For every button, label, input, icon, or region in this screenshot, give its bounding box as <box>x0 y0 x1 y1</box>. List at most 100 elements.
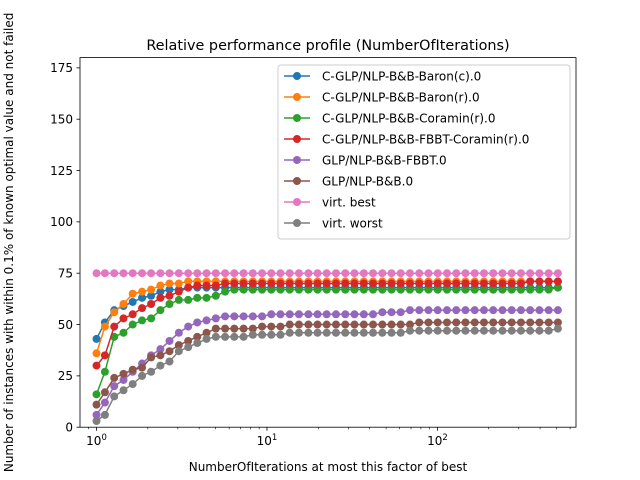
data-point <box>378 308 387 317</box>
data-point <box>498 269 507 278</box>
data-point <box>304 328 313 337</box>
data-point <box>331 285 340 294</box>
data-point <box>285 328 294 337</box>
x-tick-label: 102 <box>427 433 448 448</box>
data-point <box>526 326 535 335</box>
data-point <box>100 367 109 376</box>
data-point <box>331 328 340 337</box>
data-point <box>100 398 109 407</box>
data-point <box>535 277 544 286</box>
data-point <box>138 269 147 278</box>
data-point <box>452 279 461 288</box>
legend-marker <box>293 219 301 227</box>
data-point <box>387 320 396 329</box>
data-point <box>470 326 479 335</box>
data-point <box>128 320 137 329</box>
data-point <box>239 332 248 341</box>
data-point <box>461 318 470 327</box>
data-point <box>470 279 479 288</box>
data-point <box>156 287 165 296</box>
data-point <box>174 279 183 288</box>
data-point <box>100 351 109 360</box>
data-point <box>350 310 359 319</box>
data-point <box>405 326 414 335</box>
data-point <box>359 320 368 329</box>
x-tick-exponent: 1 <box>272 433 277 443</box>
data-point <box>479 318 488 327</box>
data-point <box>174 341 183 350</box>
data-point <box>230 279 239 288</box>
data-point <box>322 279 331 288</box>
y-axis-label: Number of instances with within 0.1% of … <box>2 13 16 473</box>
x-tick-exponent: 2 <box>442 433 447 443</box>
data-point <box>92 269 101 278</box>
data-point <box>258 279 267 288</box>
data-point <box>285 285 294 294</box>
data-point <box>331 310 340 319</box>
data-point <box>100 388 109 397</box>
data-point <box>526 277 535 286</box>
data-point <box>507 285 516 294</box>
data-point <box>507 326 516 335</box>
data-point <box>147 291 156 300</box>
data-point <box>359 328 368 337</box>
data-point <box>498 306 507 315</box>
data-point <box>156 351 165 360</box>
y-tick-label: 25 <box>58 369 73 383</box>
x-tick-base: 10 <box>427 434 442 448</box>
data-point <box>544 326 553 335</box>
legend-label: virt. best <box>322 196 376 210</box>
data-point <box>498 285 507 294</box>
data-point <box>276 269 285 278</box>
data-point <box>369 279 378 288</box>
legend-entry: C-GLP/NLP-B&B-Baron(c).0 <box>284 70 481 84</box>
data-point <box>516 326 525 335</box>
data-point <box>378 328 387 337</box>
data-point <box>119 314 128 323</box>
data-point <box>202 328 211 337</box>
data-point <box>202 316 211 325</box>
data-point <box>359 310 368 319</box>
data-point <box>553 324 562 333</box>
data-point <box>221 332 230 341</box>
data-point <box>156 345 165 354</box>
data-point <box>526 306 535 315</box>
data-point <box>184 322 193 331</box>
y-tick-label: 125 <box>50 164 73 178</box>
data-point <box>193 281 202 290</box>
data-point <box>544 285 553 294</box>
data-point <box>443 285 452 294</box>
data-point <box>174 269 183 278</box>
data-point <box>92 400 101 409</box>
data-point <box>267 285 276 294</box>
y-tick-label: 50 <box>58 318 73 332</box>
data-point <box>405 285 414 294</box>
data-point <box>396 308 405 317</box>
data-point <box>424 306 433 315</box>
data-point <box>443 326 452 335</box>
data-point <box>553 283 562 292</box>
data-point <box>128 310 137 319</box>
data-point <box>92 390 101 399</box>
data-point <box>470 306 479 315</box>
data-point <box>110 308 119 317</box>
data-point <box>184 336 193 345</box>
data-point <box>304 285 313 294</box>
data-point <box>285 269 294 278</box>
data-point <box>489 279 498 288</box>
series-5 <box>92 318 562 409</box>
data-point <box>322 328 331 337</box>
data-point <box>424 318 433 327</box>
data-point <box>396 285 405 294</box>
data-point <box>479 285 488 294</box>
data-point <box>313 269 322 278</box>
data-point <box>276 330 285 339</box>
data-point <box>415 306 424 315</box>
data-point <box>276 310 285 319</box>
data-point <box>452 318 461 327</box>
data-point <box>443 269 452 278</box>
data-point <box>304 269 313 278</box>
data-point <box>313 328 322 337</box>
x-tick-label: 101 <box>257 433 278 448</box>
